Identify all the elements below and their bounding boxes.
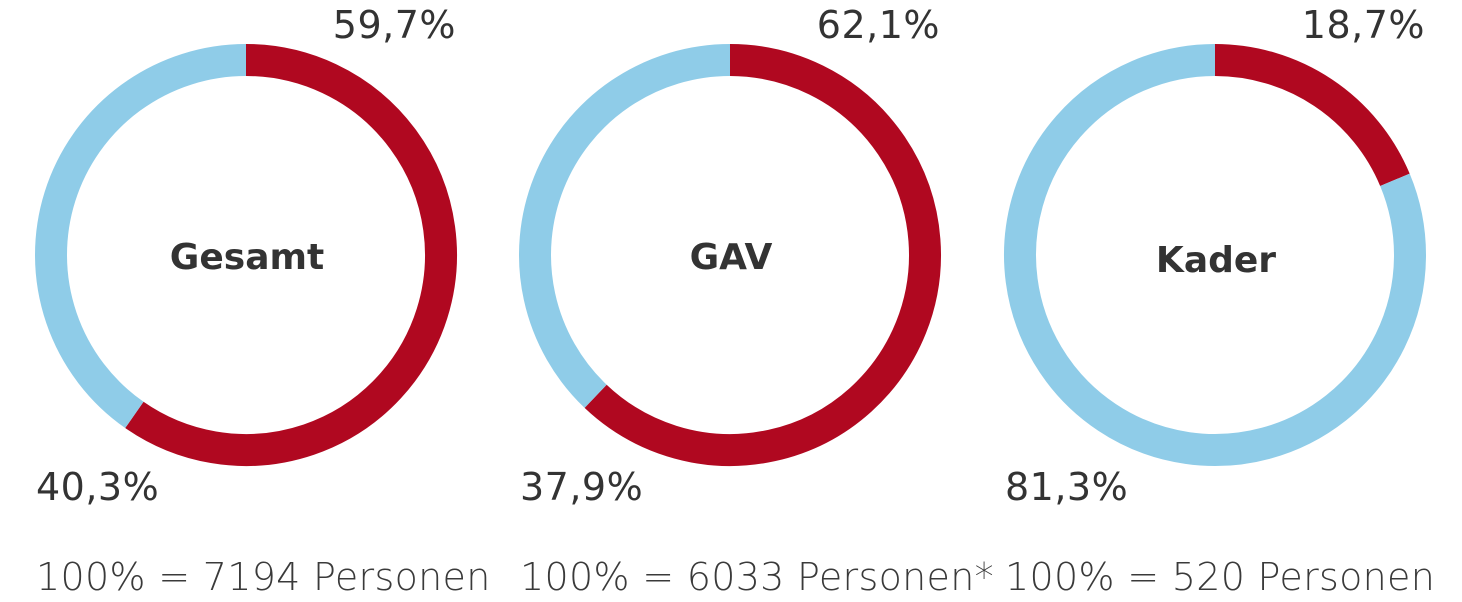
donut-chart-gav: 62,1% GAV 37,9% 100% = 6033 Personen*	[496, 0, 994, 602]
donut-chart-kader: 18,7% Kader 81,3% 100% = 520 Personen	[981, 0, 1441, 602]
total-label: 100% = 520 Personen	[1005, 555, 1436, 599]
slice-label-red: 18,7%	[1301, 3, 1425, 47]
chart-title: Kader	[1155, 240, 1277, 281]
donut-slice-blue	[519, 44, 731, 408]
donut-svg-gesamt	[35, 44, 457, 466]
donut-slice-red	[125, 44, 457, 466]
donut-slice-blue	[35, 44, 247, 428]
donut-slice-blue	[1004, 44, 1426, 466]
donut-svg-gav	[519, 44, 941, 466]
donut-chart-gesamt: 59,7% Gesamt 40,3% 100% = 7194 Personen	[12, 0, 490, 602]
slice-label-blue: 81,3%	[1005, 465, 1129, 509]
slice-label-blue: 37,9%	[520, 465, 644, 509]
donut-slice-red	[584, 44, 941, 466]
slice-label-blue: 40,3%	[36, 465, 160, 509]
slice-label-red: 62,1%	[816, 3, 940, 47]
donut-slice-red	[1214, 44, 1410, 187]
total-label: 100% = 7194 Personen	[36, 555, 491, 599]
slice-label-red: 59,7%	[332, 3, 456, 47]
donut-svg-kader	[1004, 44, 1426, 466]
total-label: 100% = 6033 Personen*	[520, 555, 994, 599]
chart-title: Gesamt	[169, 237, 325, 278]
chart-title: GAV	[689, 237, 773, 278]
